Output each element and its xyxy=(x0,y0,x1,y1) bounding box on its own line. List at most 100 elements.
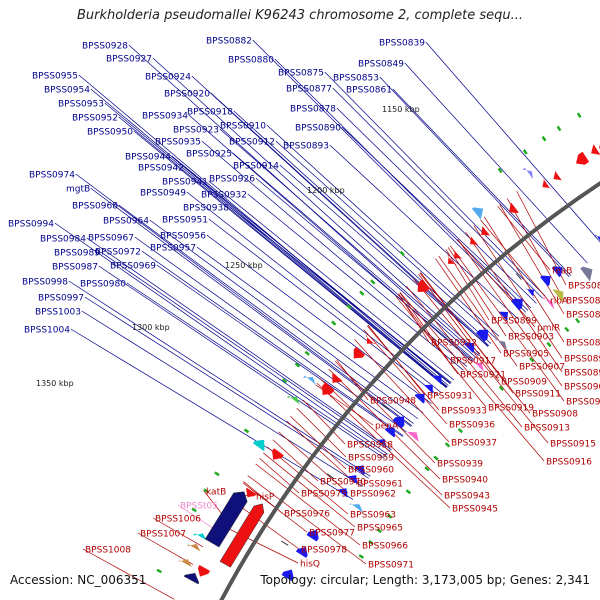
reverse-gene-label: BPSS0911 xyxy=(515,390,561,400)
inner-marker xyxy=(368,540,374,545)
reverse-feature xyxy=(353,346,365,359)
inner-marker xyxy=(376,528,382,534)
reverse-gene-label: BPSS0909 xyxy=(501,378,547,388)
forward-gene-label: BPSS1004 xyxy=(24,326,70,336)
forward-feature xyxy=(337,488,348,498)
forward-gene-label: BPSS0941 xyxy=(162,178,208,188)
outer-marker xyxy=(399,250,405,257)
forward-gene-label: BPSS0989 xyxy=(54,249,100,259)
forward-feature xyxy=(476,329,489,342)
reverse-gene-label: BPSS0908 xyxy=(532,410,578,420)
forward-gene-label: BPSS0950 xyxy=(87,128,133,138)
reverse-category-box xyxy=(522,167,533,180)
forward-gene-label: BPSS0890 xyxy=(295,124,341,134)
reverse-feature xyxy=(197,565,210,577)
chromosome-backbone xyxy=(219,181,600,600)
reverse-gene-label: BPSS0915 xyxy=(550,440,596,450)
forward-gene-label: BPSS0934 xyxy=(142,112,188,122)
forward-gene-label: BPSS0920 xyxy=(164,90,210,100)
forward-gene-label: BPSS0927 xyxy=(106,55,152,65)
reverse-feature xyxy=(332,373,343,383)
reverse-gene-label: BPSS1007 xyxy=(140,530,186,540)
outer-marker xyxy=(156,568,163,574)
forward-feature xyxy=(354,465,365,475)
kbp-tick-label: 1300 kbp xyxy=(132,323,170,332)
reverse-gene-label: BPSS0943 xyxy=(444,492,490,502)
outer-marker xyxy=(556,125,562,132)
reverse-gene-label: katB xyxy=(206,488,226,498)
feature-tracks xyxy=(156,112,600,585)
reverse-feature xyxy=(576,151,590,165)
forward-gene-label: BPSS0924 xyxy=(145,73,191,83)
reverse-operon-block xyxy=(219,503,265,568)
forward-gene-label: BPSS0953 xyxy=(58,100,104,110)
inner-marker xyxy=(546,341,552,348)
forward-gene-label: BPSS0998 xyxy=(22,278,68,288)
forward-category-box xyxy=(349,503,364,513)
forward-gene-label: BPSS0944 xyxy=(125,153,171,163)
outer-marker xyxy=(497,167,503,174)
reverse-gene-label: BPSS0962 xyxy=(350,490,396,500)
forward-gene-label: BPSS0926 xyxy=(209,175,255,185)
reverse-gene-label: BPSS0976 xyxy=(284,510,330,520)
forward-gene-label: BPSS0980 xyxy=(80,280,126,290)
outer-marker xyxy=(294,362,301,368)
outer-marker xyxy=(243,428,250,434)
reverse-gene-label: BPSS0971 xyxy=(368,561,414,571)
reverse-gene-label: penA xyxy=(375,422,399,432)
reverse-gene-label: BPSS0945 xyxy=(452,505,498,515)
outer-marker xyxy=(370,279,376,285)
forward-feature xyxy=(281,569,294,582)
reverse-feature xyxy=(447,254,457,265)
forward-category-box xyxy=(552,289,564,303)
forward-gene-label: BPSS0914 xyxy=(233,162,279,172)
reverse-gene-label: hisP xyxy=(256,493,275,503)
reverse-gene-label: BPSS0965 xyxy=(357,524,403,534)
reverse-gene-label: BPSS0936 xyxy=(449,421,495,431)
kbp-tick-label: 1350 kbp xyxy=(36,379,74,388)
reverse-feature xyxy=(454,249,463,260)
forward-gene-label: BPSS0951 xyxy=(162,216,208,226)
forward-gene-label: BPSS0994 xyxy=(8,220,54,230)
reverse-gene-label: BPSS0876 xyxy=(566,297,600,307)
reverse-gene-label: BPSS0977 xyxy=(309,529,355,539)
outer-marker xyxy=(576,112,582,118)
reverse-feature xyxy=(246,487,257,498)
forward-gene-label: BPSS0997 xyxy=(38,294,84,304)
outer-marker xyxy=(331,320,337,326)
reverse-category-box xyxy=(303,375,316,385)
reverse-feature xyxy=(509,202,519,213)
inner-marker xyxy=(529,357,535,363)
reverse-feature xyxy=(365,334,376,345)
forward-gene-label: BPSS0880 xyxy=(228,56,274,66)
reverse-gene-label: BPSS0901 xyxy=(564,383,600,393)
reverse-feature xyxy=(470,235,479,246)
forward-gene-label: BPSS0967 xyxy=(88,234,134,244)
reverse-gene-label: BPSS0871 xyxy=(568,282,600,292)
reverse-gene-label: BPSS0948 xyxy=(370,397,416,407)
forward-gene-label: BPSS0964 xyxy=(103,217,149,227)
reverse-gene-label: BPSS0899 xyxy=(491,317,537,327)
forward-gene-label: BPSS0893 xyxy=(283,142,329,152)
outer-marker xyxy=(346,304,352,310)
forward-gene-label: BPSS0987 xyxy=(52,263,98,273)
reverse-gene-label: BPSS0916 xyxy=(546,458,592,468)
reverse-feature xyxy=(481,226,490,236)
forward-feature xyxy=(551,266,563,278)
forward-gene-label: BPSS0918 xyxy=(187,108,233,118)
forward-gene-label: BPSS0861 xyxy=(346,86,392,96)
forward-category-box xyxy=(542,297,555,310)
outer-marker xyxy=(304,350,310,356)
reverse-gene-label: BPSS0922 xyxy=(431,339,477,349)
inner-marker xyxy=(405,489,412,495)
reverse-gene-label: hisQ xyxy=(300,560,320,570)
inner-marker xyxy=(575,317,581,324)
inner-marker xyxy=(444,442,451,448)
reverse-gene-label: pmlR xyxy=(537,324,560,334)
reverse-gene-label: BPSS0913 xyxy=(524,424,570,434)
forward-feature xyxy=(306,530,319,542)
forward-feature xyxy=(540,275,551,287)
reverse-large-gene-block xyxy=(204,491,248,548)
reverse-gene-label: BPSS0963 xyxy=(350,511,396,521)
